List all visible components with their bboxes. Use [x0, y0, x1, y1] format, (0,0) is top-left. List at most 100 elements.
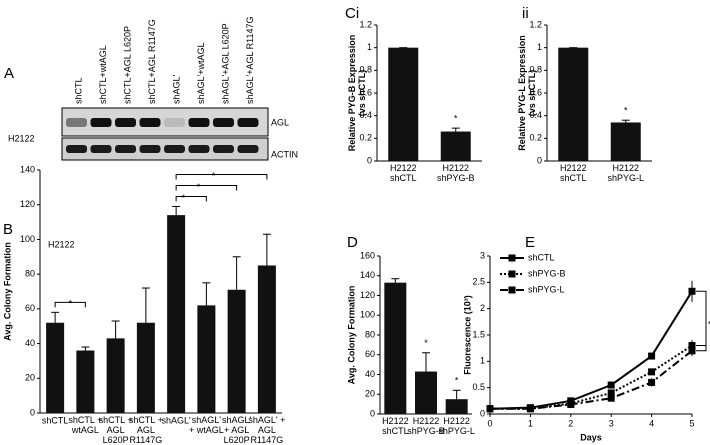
x-tick-label: H2122 shCTL	[390, 163, 417, 183]
significance-bracket	[175, 195, 207, 202]
y-tick-label: 0.6	[359, 87, 372, 97]
bar	[610, 122, 641, 161]
y-tick-label: 1	[367, 42, 372, 52]
y-tick-label: 0.5	[472, 382, 485, 392]
bar	[136, 322, 155, 413]
significance-star: *	[424, 338, 428, 348]
marker	[688, 347, 696, 355]
x-tick-label: H2122 shCTL	[560, 163, 587, 183]
marker	[648, 368, 656, 376]
panel-letter: ii	[522, 5, 529, 22]
significance-bracket	[696, 290, 707, 352]
lane-label: shAGL'+AGL R1147G	[245, 16, 255, 104]
band	[66, 145, 87, 153]
x-tick-label: 1	[528, 418, 533, 428]
y-tick-label: 20	[25, 373, 35, 383]
y-tick-label: 40	[25, 338, 35, 348]
y-tick-label: 140	[20, 164, 35, 174]
band	[90, 118, 112, 127]
band	[164, 145, 185, 153]
x-tick-label: H2122 shPYG-L	[607, 163, 644, 183]
y-axis-label: Avg. Colony Formation	[2, 242, 12, 341]
legend-label: shCTL	[528, 252, 555, 262]
y-tick-label: 60	[25, 303, 35, 313]
marker	[567, 401, 575, 409]
band	[188, 118, 210, 127]
significance-star: *	[708, 319, 710, 329]
band	[213, 145, 234, 153]
x-axis-label: Days	[580, 432, 602, 442]
x-tick-label: 0	[487, 418, 492, 428]
bar	[440, 131, 471, 161]
legend-marker	[508, 254, 516, 262]
y-tick-label: 80	[365, 329, 375, 339]
band	[90, 145, 112, 153]
y-tick-label: 2	[480, 303, 485, 313]
lane-label: shAGL'+wtAGL	[196, 43, 206, 105]
y-tick-label: 100	[20, 234, 35, 244]
series-line	[489, 290, 693, 410]
y-tick-label: 1.2	[359, 19, 372, 29]
cell-line-label: H2122	[8, 133, 35, 143]
panel-letter: A	[4, 65, 14, 82]
y-axis-label: Relative PYG-L Expression(vs shCTL)	[517, 35, 537, 150]
y-tick-label: 0	[367, 155, 372, 165]
y-tick-label: 1	[480, 356, 485, 366]
lane-label: shAGL'	[171, 74, 181, 104]
y-tick-label: 0.8	[529, 65, 542, 75]
y-axis-label: Relative PYG-B Expression(vs shCTL)	[347, 35, 367, 152]
y-tick-label: 1	[537, 42, 542, 52]
y-tick-label: 0.2	[529, 133, 542, 143]
bar	[445, 399, 468, 414]
marker	[648, 378, 656, 386]
x-tick-label: shAGL' + AGL R1147G	[248, 415, 285, 445]
x-tick-label: shCTL + wtAGL	[68, 415, 102, 435]
panel-letter: Ci	[345, 5, 359, 22]
significance-star: *	[455, 376, 459, 386]
band	[139, 118, 161, 127]
bar	[257, 265, 276, 413]
lane-label: shCTL+AGL R1147G	[147, 19, 157, 104]
y-tick-label: 0.4	[359, 110, 372, 120]
row-label: ACTIN	[271, 149, 298, 159]
y-tick-label: 1.2	[529, 19, 542, 29]
y-tick-label: 0	[480, 408, 485, 418]
x-tick-label: shCTL + AGL R1147G	[129, 415, 163, 445]
panel-letter: E	[525, 234, 535, 251]
x-tick-label: shAGL' + AGL L620P	[222, 415, 252, 445]
y-tick-label: 0	[30, 407, 35, 417]
x-tick-label: shAGL' + wtAGL	[189, 415, 224, 435]
significance-bracket	[54, 301, 86, 308]
significance-star: *	[624, 106, 628, 116]
band	[115, 118, 136, 127]
bar	[558, 47, 589, 161]
x-tick-label: shCTL	[42, 415, 69, 425]
y-tick-label: 160	[360, 250, 375, 260]
band	[237, 145, 259, 153]
y-tick-label: 120	[360, 290, 375, 300]
y-tick-label: 3	[480, 250, 485, 260]
y-tick-label: 60	[365, 349, 375, 359]
y-tick-label: 40	[365, 369, 375, 379]
y-tick-label: 80	[25, 269, 35, 279]
y-tick-label: 2.5	[472, 277, 485, 287]
x-tick-label: shAGL'	[162, 415, 192, 425]
significance-star: *	[212, 171, 216, 181]
bar	[388, 47, 419, 161]
y-tick-label: 20	[365, 389, 375, 399]
x-tick-label: shCTL + AGL L620P	[99, 415, 133, 445]
panel-letter: D	[347, 234, 358, 251]
band	[139, 145, 161, 153]
band	[66, 118, 87, 127]
y-tick-label: 1.5	[472, 329, 485, 339]
bar	[46, 322, 65, 413]
x-tick-label: H2122 shPYG-B	[437, 163, 475, 183]
legend-marker	[508, 286, 516, 294]
x-tick-label: 4	[649, 418, 654, 428]
bar	[197, 305, 216, 413]
legend-marker	[508, 270, 516, 278]
significance-bracket	[175, 184, 238, 191]
x-tick-label: H2122 shCTL	[382, 416, 409, 436]
significance-star: *	[454, 114, 458, 124]
y-tick-label: 0.4	[529, 110, 542, 120]
